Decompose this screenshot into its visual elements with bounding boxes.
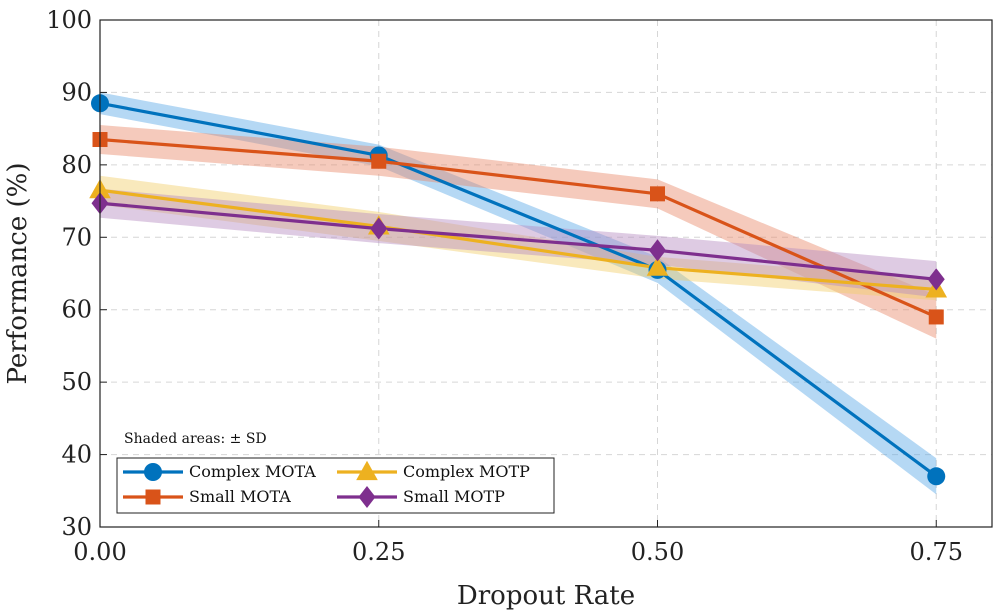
series-lines [99, 101, 938, 478]
x-axis-label: Dropout Rate [457, 581, 635, 611]
complex-motp-point [646, 256, 669, 276]
complex-mota-point [927, 467, 946, 486]
y-tick-label: 40 [61, 441, 92, 469]
x-tick-label: 0.75 [910, 538, 963, 566]
legend-complex-motp-label: Complex MOTP [403, 462, 530, 481]
legend: Complex MOTA Small MOTA Complex MOTP Small … [116, 457, 555, 514]
small-mota-line [99, 137, 937, 319]
legend-complex-motp-marker [356, 460, 378, 481]
legend-small-motp-label: Small MOTP [403, 487, 505, 506]
y-tick-label: 50 [61, 368, 92, 396]
x-tick-label: 0.25 [352, 538, 405, 566]
legend-box [116, 457, 555, 514]
legend-small-motp-marker [358, 485, 376, 509]
y-tick-label: 30 [61, 513, 92, 541]
shaded-areas-note: Shaded areas: ± SD [124, 431, 267, 447]
legend-small-mota-marker [145, 489, 161, 505]
small-motp-point [649, 239, 666, 262]
y-tick-label: 90 [61, 78, 92, 106]
plot-frame [99, 19, 993, 528]
y-tick-label: 70 [61, 223, 92, 251]
y-axis-ticks: 30 40 50 60 70 80 90 100 [46, 6, 107, 541]
y-axis-label: Performance (%) [3, 163, 33, 385]
small-motp-point [370, 217, 388, 240]
x-tick-label: 0.00 [73, 538, 126, 566]
small-motp-point [927, 268, 945, 291]
y-tick-label: 80 [61, 151, 92, 179]
legend-complex-mota-marker [144, 463, 162, 481]
small-motp-line [99, 201, 937, 281]
small-mota-point [371, 153, 387, 169]
x-axis-ticks: 0.00 0.25 0.50 0.75 [73, 520, 963, 566]
y-tick-label: 100 [46, 6, 92, 34]
y-tick-label: 60 [61, 296, 92, 324]
small-mota-point [650, 186, 665, 202]
legend-small-mota-label: Small MOTA [189, 487, 291, 506]
small-mota-point [928, 309, 944, 325]
legend-complex-mota-label: Complex MOTA [189, 462, 316, 481]
x-tick-label: 0.50 [631, 538, 684, 566]
complex-motp-line [99, 188, 937, 292]
complex-mota-line [99, 101, 938, 478]
